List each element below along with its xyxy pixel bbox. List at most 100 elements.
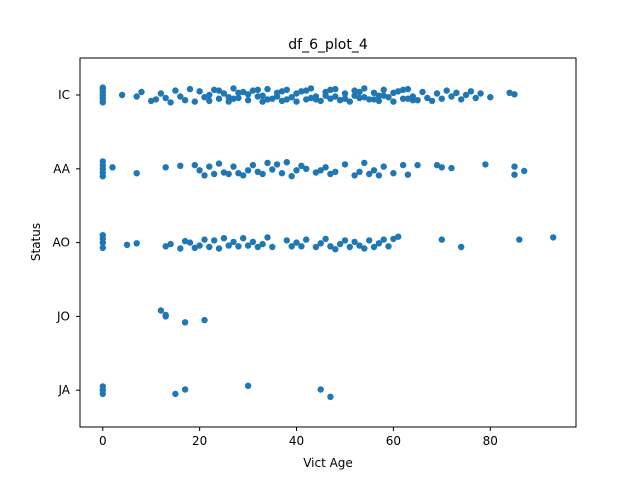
data-point (341, 90, 349, 97)
data-point (254, 243, 261, 251)
data-point (167, 99, 174, 106)
x-tick-label: 80 (483, 434, 498, 448)
data-point (448, 164, 455, 172)
data-point (288, 173, 295, 180)
data-point (438, 164, 445, 171)
data-point (244, 167, 252, 174)
data-point (215, 245, 223, 252)
data-point (366, 170, 373, 178)
data-point (307, 94, 315, 102)
data-point (390, 98, 397, 105)
data-point (506, 89, 513, 97)
x-tick-label: 20 (192, 434, 207, 448)
data-point (283, 237, 290, 244)
data-point (312, 169, 320, 176)
data-point (327, 95, 334, 102)
data-point (399, 161, 407, 169)
data-point (356, 94, 363, 102)
data-point (133, 240, 140, 247)
data-point (458, 243, 465, 251)
data-point (511, 91, 518, 98)
x-axis: 0 20 40 60 80 (99, 427, 498, 448)
data-point (332, 85, 339, 93)
data-point (356, 88, 363, 96)
data-point (370, 89, 378, 97)
data-point (375, 97, 383, 105)
data-point (249, 238, 257, 246)
y-tick-label: JO (56, 309, 70, 323)
data-point (133, 93, 140, 100)
chart-title: df_6_plot_4 (288, 37, 368, 53)
data-point (477, 90, 484, 97)
data-point (186, 85, 194, 93)
data-point (186, 239, 194, 246)
data-point (467, 88, 475, 95)
data-point (278, 88, 286, 95)
data-point (201, 94, 208, 101)
data-point (414, 97, 421, 104)
data-point (516, 236, 523, 243)
data-point (336, 97, 344, 104)
data-point (196, 242, 203, 249)
data-point (293, 239, 300, 246)
data-point (380, 86, 387, 94)
data-point (399, 95, 407, 102)
data-point (419, 88, 426, 96)
data-point (303, 165, 310, 172)
data-point (244, 91, 252, 98)
data-point (288, 243, 295, 250)
data-point (177, 162, 184, 169)
data-point (293, 167, 300, 174)
data-point (201, 316, 208, 324)
data-point (215, 95, 223, 102)
data-point (409, 97, 416, 104)
data-point (244, 382, 252, 389)
data-point (225, 94, 232, 101)
data-point (240, 172, 247, 179)
data-point (458, 96, 465, 103)
data-point (433, 161, 441, 169)
data-point (361, 85, 368, 92)
data-point (225, 98, 232, 105)
data-point (322, 92, 329, 99)
data-point (249, 87, 257, 94)
data-point (177, 245, 184, 252)
data-point (448, 93, 455, 100)
data-point (370, 167, 378, 174)
data-point (395, 88, 402, 95)
data-point (206, 91, 213, 99)
data-point (264, 96, 271, 103)
data-point (215, 87, 223, 94)
data-point (157, 90, 165, 97)
data-point (235, 89, 242, 97)
y-tick-label: AO (53, 236, 70, 250)
data-point (244, 242, 252, 249)
x-tick-label: 40 (289, 434, 304, 448)
data-point (511, 171, 518, 178)
data-point (211, 86, 218, 94)
data-point (341, 161, 349, 168)
data-point (327, 170, 334, 178)
data-point (346, 98, 353, 105)
data-point (332, 168, 339, 175)
data-point (123, 241, 131, 248)
data-point (201, 172, 208, 179)
data-point (399, 86, 407, 94)
data-point (191, 244, 198, 251)
data-point (351, 172, 358, 179)
data-point (433, 90, 441, 97)
data-point (361, 245, 368, 252)
data-point (225, 170, 232, 178)
data-point (511, 163, 518, 170)
data-point (424, 94, 431, 102)
data-point (206, 97, 213, 105)
data-point (162, 313, 169, 320)
data-point (235, 243, 242, 250)
data-point (206, 243, 213, 251)
data-point (273, 93, 281, 100)
data-point (327, 243, 334, 250)
data-point (230, 238, 237, 246)
data-point (346, 243, 353, 251)
